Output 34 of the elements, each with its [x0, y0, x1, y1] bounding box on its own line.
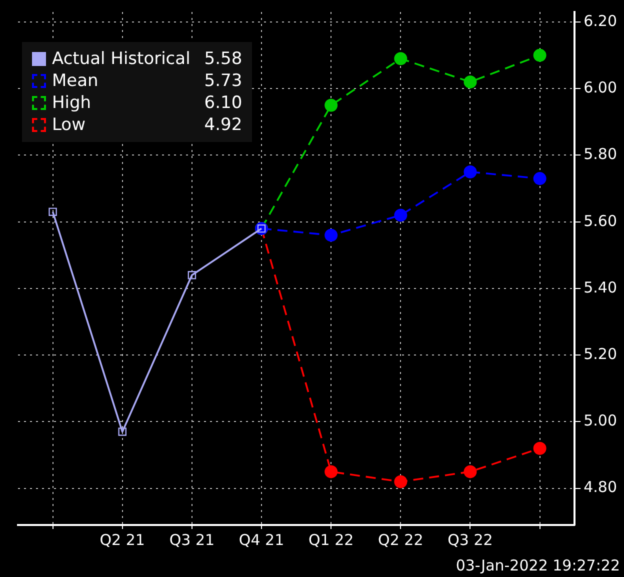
point — [324, 465, 338, 478]
x-tick-label: Q1 22 — [308, 530, 354, 549]
x-tick-label: Q2 21 — [100, 530, 145, 549]
point — [324, 228, 338, 242]
point — [533, 48, 546, 62]
x-tick-label: Q4 21 — [238, 530, 284, 549]
y-tick-label: 5.20 — [584, 345, 618, 363]
point — [533, 442, 546, 455]
text: Low 4.92 — [52, 115, 242, 135]
x-tick-label: Q3 21 — [169, 530, 215, 549]
point — [464, 465, 477, 478]
point — [394, 475, 408, 488]
point — [533, 172, 546, 186]
y-tick-label: 5.40 — [584, 278, 618, 296]
x-tick-label: Q3 22 — [448, 530, 493, 549]
y-tick-label: 6.00 — [584, 78, 618, 97]
x-tick-label: Q2 22 — [378, 530, 424, 549]
point — [48, 208, 57, 216]
text: High 6.10 — [52, 93, 242, 113]
text: Mean 5.73 — [52, 71, 242, 91]
point — [464, 165, 477, 178]
point — [188, 271, 196, 280]
y-tick-label: 6.20 — [584, 12, 618, 30]
point — [394, 208, 408, 222]
y-tick-label: 5.60 — [584, 212, 618, 230]
text: 03-Jan-2022 19:27:22 — [456, 556, 620, 574]
point — [464, 75, 477, 88]
point — [118, 428, 126, 436]
y-tick-label: 5.00 — [584, 412, 618, 430]
point — [324, 98, 338, 112]
point — [394, 52, 408, 66]
legend-label: Actual Historical 5.58 — [52, 48, 242, 70]
y-tick-label: 4.80 — [584, 478, 618, 496]
y-tick-label: 5.80 — [584, 145, 618, 164]
